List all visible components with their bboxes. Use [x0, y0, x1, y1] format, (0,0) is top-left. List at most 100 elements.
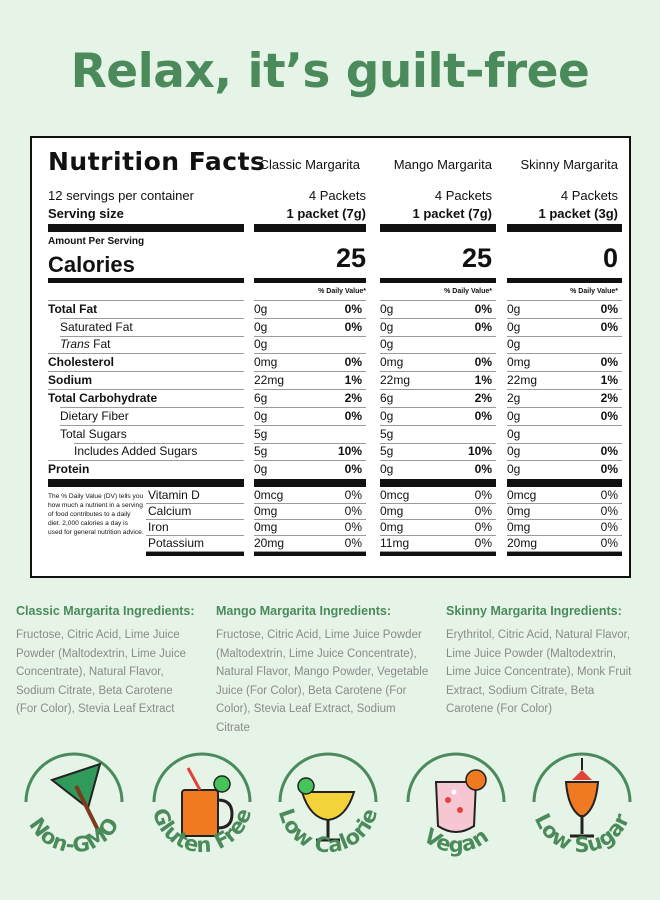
row-divider: [254, 425, 366, 426]
bottom-rule: [146, 552, 244, 556]
nutrient-dv: 0%: [474, 462, 492, 476]
row-divider: [507, 407, 622, 408]
row-divider: [254, 503, 366, 504]
badge-graphic: Low Sugar: [530, 752, 634, 857]
hurricane-glass-icon: [564, 758, 600, 838]
nutrient-amount: 6g: [380, 391, 394, 405]
nutrient-dv: 0%: [600, 355, 618, 369]
nutrient-dv: 10%: [337, 444, 362, 458]
nutrient-amount: 0g: [507, 337, 521, 351]
row-divider: [380, 353, 496, 354]
calories-mango: 25: [461, 243, 492, 273]
serving-mango: 1 packet (7g): [412, 206, 492, 221]
nutrient-label-protein: Protein: [48, 462, 90, 476]
row-divider: [507, 336, 622, 337]
vitamin-amount: 0mg: [254, 520, 278, 534]
row-divider: [507, 353, 622, 354]
nutrient-amount: 0g: [507, 444, 521, 458]
row-divider: [60, 407, 244, 408]
nutrient-amount: 0g: [380, 337, 394, 351]
row-divider: [507, 443, 622, 444]
vitamin-dv: 0%: [600, 536, 618, 550]
nutrient-amount: 5g: [380, 444, 394, 458]
row-divider: [254, 460, 366, 461]
row-divider: [254, 535, 366, 536]
row-divider: [380, 371, 496, 372]
row-divider: [48, 371, 244, 372]
vitamin-dv: 0%: [600, 488, 618, 502]
nutrient-amount: 0mg: [380, 355, 404, 369]
medium-rule: [254, 278, 366, 283]
nutrient-label-trans-fat: Trans Fat: [60, 337, 110, 351]
nutrient-dv: 1%: [474, 373, 492, 387]
vitamin-label: Calcium: [148, 504, 192, 518]
row-divider: [380, 300, 496, 301]
nutrient-amount: 22mg: [507, 373, 538, 387]
nutrient-dv: 2%: [344, 391, 362, 405]
row-divider: [380, 519, 496, 520]
nutrition-facts-label: Nutrition Facts Classic Margarita Mango …: [30, 136, 631, 578]
row-divider: [146, 551, 244, 552]
row-divider: [507, 389, 622, 390]
row-divider: [507, 318, 622, 319]
thick-rule: [507, 224, 622, 232]
badge: Non-GMO: [14, 730, 134, 880]
badge-graphic: Non-GMO: [24, 752, 124, 858]
nutrient-dv: 0%: [600, 302, 618, 316]
packets-classic: 4 Packets: [308, 188, 366, 203]
nutrient-dv: 0%: [344, 462, 362, 476]
vitamin-label: Iron: [148, 520, 169, 534]
dv-header-skinny: % Daily Value*: [570, 288, 618, 295]
dv-header-classic: % Daily Value*: [318, 288, 366, 295]
serving-size-label: Serving size: [48, 206, 124, 221]
bottom-rule: [507, 552, 622, 556]
daily-value-footnote: The % Daily Value (DV) tells you how muc…: [48, 493, 144, 536]
column-header-mango: Mango Margarita: [393, 157, 492, 172]
row-divider: [254, 371, 366, 372]
row-divider: [146, 503, 244, 504]
thick-rule: [48, 224, 244, 232]
row-divider: [60, 318, 244, 319]
badge: Low Calorie: [268, 730, 388, 880]
nutrient-dv: 0%: [344, 320, 362, 334]
nutrient-dv: 0%: [474, 302, 492, 316]
nutrient-label-added-sugars: Includes Added Sugars: [74, 444, 198, 458]
badge: Vegan: [396, 730, 516, 880]
calories-label: Calories: [48, 252, 135, 277]
nutrient-dv: 0%: [600, 409, 618, 423]
row-divider: [507, 519, 622, 520]
row-divider: [380, 460, 496, 461]
nutrient-amount: 0g: [380, 302, 394, 316]
row-divider: [254, 443, 366, 444]
row-divider: [254, 336, 366, 337]
row-divider: [507, 503, 622, 504]
row-divider: [380, 407, 496, 408]
row-divider: [507, 300, 622, 301]
row-divider: [60, 336, 244, 337]
nutrient-amount: 0g: [254, 337, 268, 351]
nutrient-label-italic: Trans: [60, 337, 90, 351]
nutrient-dv: 0%: [474, 355, 492, 369]
nutrient-amount: 0mg: [254, 355, 278, 369]
vitamin-dv: 0%: [344, 520, 362, 534]
servings-per-container: 12 servings per container: [48, 188, 194, 203]
row-divider: [254, 300, 366, 301]
vitamin-dv: 0%: [474, 488, 492, 502]
nutrient-amount: 5g: [380, 427, 394, 441]
row-divider: [380, 336, 496, 337]
row-divider: [254, 551, 366, 552]
row-divider: [507, 535, 622, 536]
nutrient-dv: 0%: [474, 409, 492, 423]
mug-icon: [181, 767, 234, 837]
row-divider: [48, 300, 244, 301]
row-divider: [74, 443, 244, 444]
thick-rule: [48, 479, 244, 487]
row-divider: [146, 535, 244, 536]
vitamin-amount: 0mg: [507, 504, 531, 518]
vitamin-dv: 0%: [344, 488, 362, 502]
calories-classic: 25: [335, 243, 366, 273]
nutrient-label-rest: Fat: [89, 337, 111, 351]
badge-graphic: Gluten Free: [148, 752, 256, 857]
vitamin-amount: 11mg: [380, 536, 410, 550]
ingredients-title: Skinny Margarita Ingredients:: [446, 604, 622, 618]
